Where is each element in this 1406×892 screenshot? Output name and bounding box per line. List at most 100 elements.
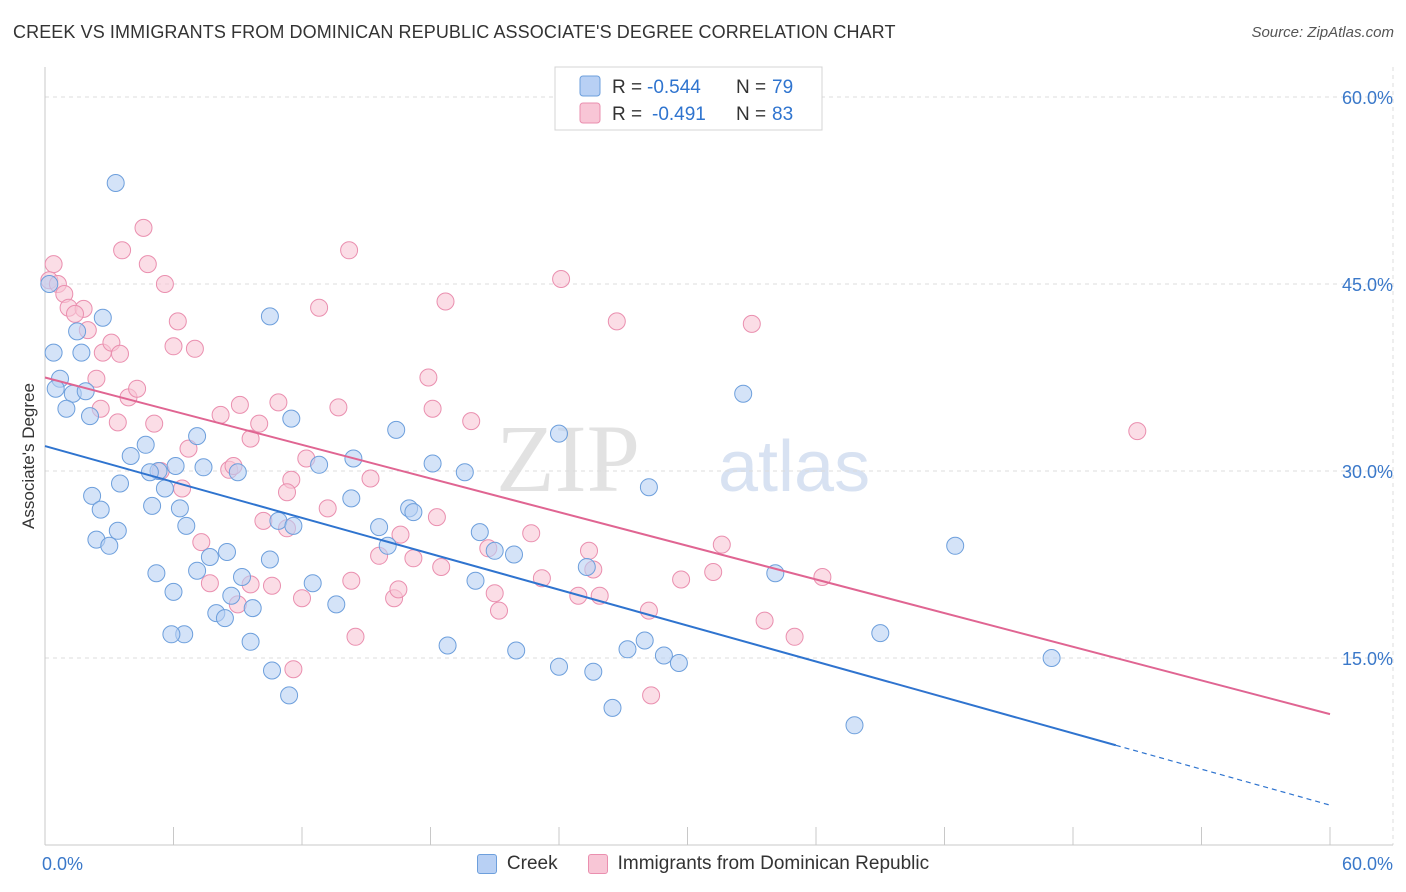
y-axis-label: Associate's Degree [19, 383, 38, 529]
stats-legend: R = -0.544 N = 79 R = -0.491 N = 83 [554, 66, 823, 131]
legend-n-value-immigrants: 83 [772, 104, 793, 125]
point-immigrants-24 [179, 439, 198, 458]
point-immigrants-59 [423, 399, 442, 418]
point-creek-49 [194, 458, 213, 477]
trend-line-creek [44, 445, 1117, 747]
point-creek-48 [166, 457, 185, 475]
point-immigrants-20 [168, 312, 187, 331]
point-immigrants-9 [87, 369, 106, 388]
point-creek-7 [57, 399, 76, 418]
chart-title: CREEK VS IMMIGRANTS FROM DOMINICAN REPUB… [13, 22, 896, 42]
series-immigrants-points [40, 218, 1147, 705]
point-immigrants-69 [552, 270, 571, 288]
y-tick-label-3: 60.0% [1342, 88, 1393, 108]
point-creek-55 [370, 518, 389, 537]
point-creek-54 [342, 489, 361, 508]
point-immigrants-61 [432, 558, 451, 576]
point-creek-34 [243, 599, 262, 618]
legend-item-creek: Creek [476, 853, 558, 875]
point-immigrants-49 [340, 241, 359, 260]
point-creek-69 [577, 558, 596, 576]
legend-swatch-creek-bottom [476, 854, 497, 874]
legend-r-value-creek: -0.544 [647, 77, 701, 98]
point-creek-66 [505, 545, 523, 564]
legend-n-value-creek: 79 [772, 77, 793, 98]
point-immigrants-19 [155, 275, 174, 293]
point-immigrants-55 [389, 580, 408, 599]
point-creek-9 [93, 308, 112, 327]
point-immigrants-50 [342, 571, 361, 590]
point-immigrants-6 [66, 304, 84, 323]
point-creek-15 [140, 463, 159, 482]
point-immigrants-84 [1128, 422, 1147, 441]
point-immigrants-33 [241, 429, 260, 448]
point-creek-19 [155, 479, 174, 498]
legend-r-label-immigrants: R = [612, 104, 642, 125]
point-immigrants-57 [404, 549, 423, 568]
point-creek-10 [72, 343, 91, 362]
point-creek-80 [845, 716, 864, 735]
series-creek-points [40, 174, 1061, 735]
point-creek-64 [466, 571, 485, 590]
point-creek-82 [871, 624, 890, 643]
point-creek-83 [1042, 649, 1061, 667]
point-creek-29 [200, 548, 219, 566]
point-creek-73 [639, 478, 658, 497]
point-immigrants-79 [712, 535, 731, 554]
point-creek-44 [260, 307, 279, 326]
point-immigrants-44 [293, 589, 311, 608]
point-immigrants-42 [278, 483, 296, 502]
point-immigrants-75 [642, 686, 661, 705]
point-immigrants-60 [427, 508, 446, 527]
point-creek-38 [327, 595, 346, 614]
point-immigrants-74 [607, 312, 626, 331]
grid-lines [45, 67, 1394, 845]
point-creek-2 [44, 343, 63, 362]
legend-n-label-immigrants: N = [736, 104, 766, 125]
point-immigrants-67 [522, 524, 541, 543]
trend-line-creek-extension [1115, 744, 1331, 806]
point-immigrants-47 [329, 398, 348, 417]
point-immigrants-39 [263, 576, 281, 595]
legend-r-value-immigrants: -0.491 [652, 104, 706, 125]
point-immigrants-77 [672, 570, 691, 589]
legend-swatch-creek [579, 75, 601, 97]
point-creek-26 [147, 564, 166, 583]
point-creek-18 [91, 500, 110, 519]
point-creek-16 [83, 486, 102, 505]
point-immigrants-76 [639, 601, 658, 620]
point-creek-12 [136, 435, 155, 454]
x-tick-label-0: 0.0% [42, 854, 83, 874]
watermark-zip: ZIP [496, 405, 640, 512]
series-legend: Creek Immigrants from Dominican Republic [0, 852, 1406, 876]
point-creek-76 [669, 654, 688, 672]
y-tick-label-0: 15.0% [1342, 649, 1393, 669]
point-creek-1 [106, 174, 125, 192]
point-creek-52 [310, 455, 329, 474]
point-immigrants-45 [284, 660, 303, 679]
point-immigrants-23 [145, 414, 164, 433]
point-creek-59 [404, 503, 423, 522]
point-immigrants-81 [755, 611, 774, 630]
point-creek-50 [269, 511, 288, 530]
x-tick-label-1: 60.0% [1342, 854, 1393, 874]
point-creek-77 [635, 631, 654, 650]
point-creek-20 [143, 496, 162, 515]
point-creek-71 [584, 662, 603, 681]
point-immigrants-34 [250, 414, 269, 433]
source-label: Source: ZipAtlas.com [1251, 24, 1394, 41]
point-creek-47 [228, 463, 247, 482]
point-creek-17 [111, 474, 129, 493]
point-immigrants-66 [490, 601, 508, 620]
legend-item-immigrants: Immigrants from Dominican Republic [587, 853, 929, 875]
trend-lines [44, 376, 1331, 806]
point-immigrants-68 [532, 569, 551, 588]
point-immigrants-17 [113, 241, 132, 260]
point-creek-51 [284, 516, 303, 535]
point-creek-75 [654, 646, 673, 665]
legend-swatch-immigrants-bottom [587, 854, 608, 874]
point-creek-37 [303, 574, 322, 593]
legend-n-label-creek: N = [736, 77, 766, 98]
point-immigrants-71 [580, 541, 598, 560]
point-immigrants-78 [704, 563, 723, 581]
